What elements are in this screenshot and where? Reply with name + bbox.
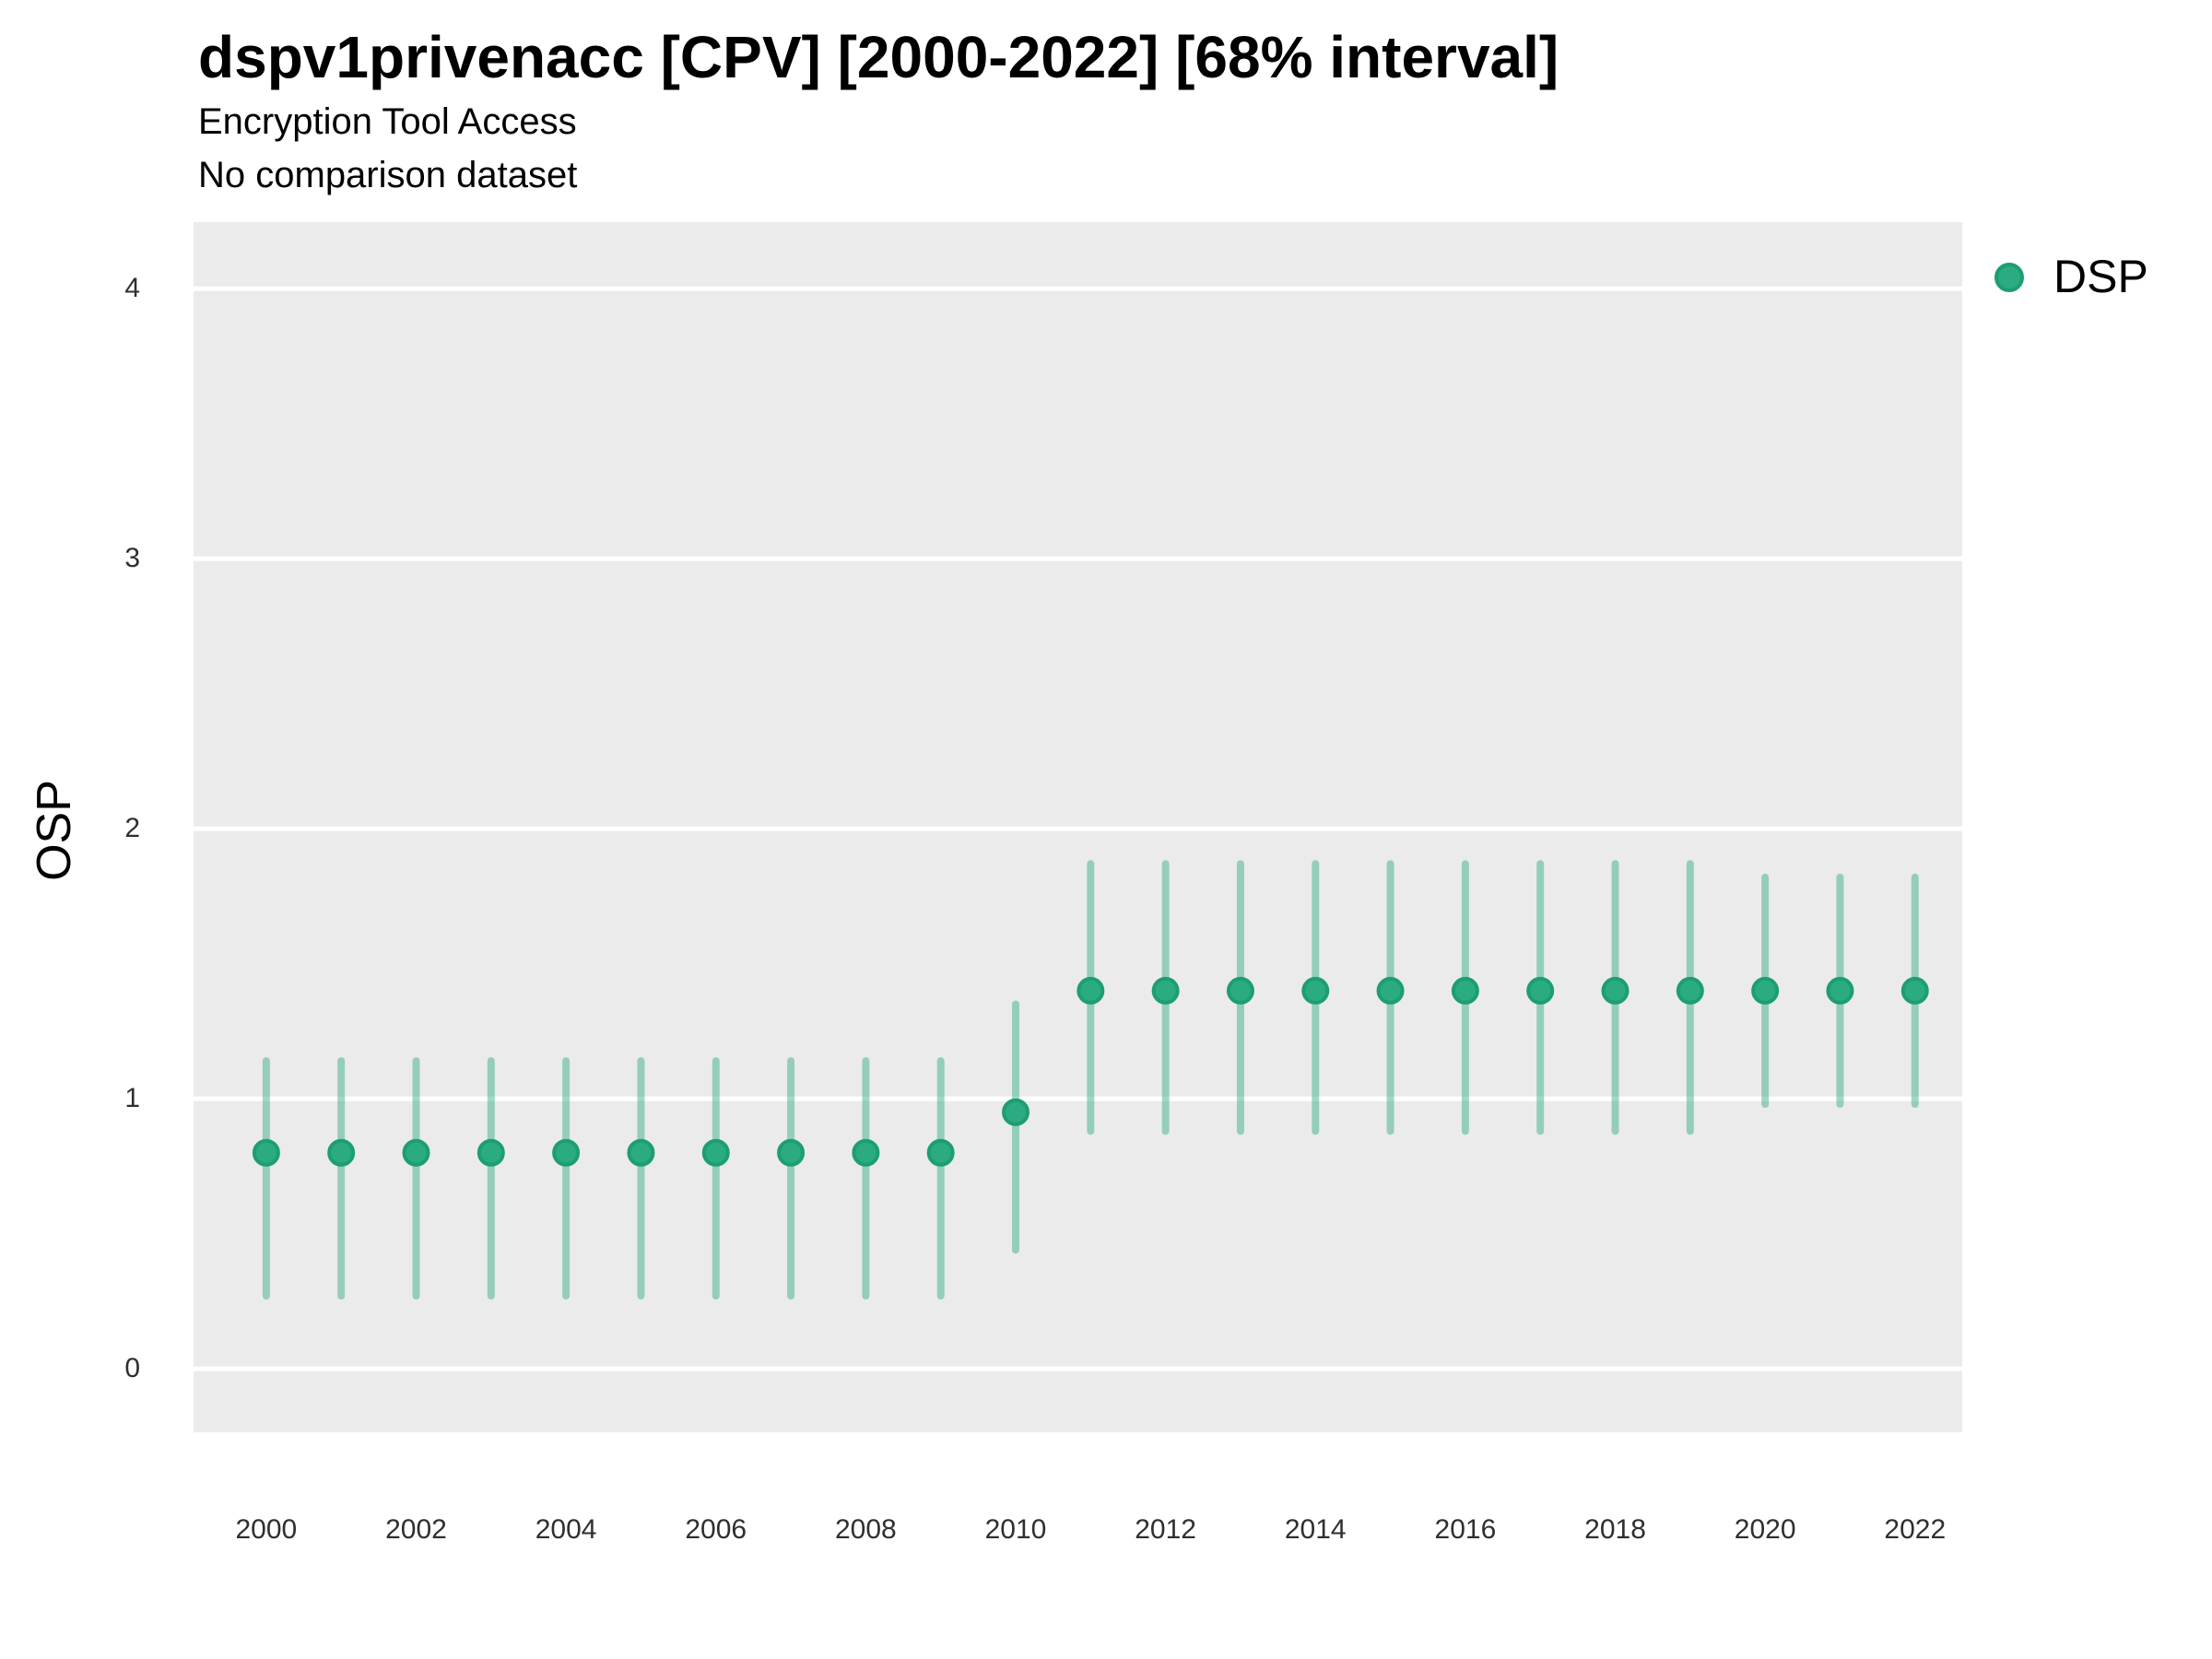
point-DSP-2016 [1451,976,1479,1005]
x-tick-label-2018: 2018 [1584,1514,1646,1545]
x-tick-label-2016: 2016 [1434,1514,1497,1545]
point-DSP-2021 [1826,976,1854,1005]
comparison-note: No comparison dataset [198,155,578,195]
x-tick-label-2008: 2008 [835,1514,897,1545]
point-DSP-2000 [252,1138,280,1167]
point-DSP-2014 [1301,976,1330,1005]
x-tick-label-2002: 2002 [385,1514,447,1545]
point-DSP-2007 [777,1138,806,1167]
x-tick-label-2012: 2012 [1135,1514,1196,1545]
point-DSP-2022 [1900,976,1929,1005]
x-tick-label-2020: 2020 [1734,1514,1796,1545]
point-DSP-2009 [926,1138,955,1167]
point-DSP-2010 [1002,1098,1030,1126]
y-tick-label-2: 2 [124,813,140,844]
point-DSP-2008 [852,1138,880,1167]
y-tick-label-4: 4 [124,273,140,304]
point-DSP-2015 [1376,976,1405,1005]
legend-label: DSP [2053,251,2148,302]
x-tick-label-2014: 2014 [1284,1514,1347,1545]
point-DSP-2020 [1751,976,1780,1005]
y-tick-label-3: 3 [124,543,140,574]
x-tick-label-2004: 2004 [535,1514,597,1545]
point-DSP-2002 [402,1138,430,1167]
point-DSP-2005 [627,1138,655,1167]
point-DSP-2006 [701,1138,730,1167]
point-DSP-2004 [552,1138,581,1167]
point-DSP-2013 [1226,976,1254,1005]
chart-subtitle: Encryption Tool Access [198,101,577,142]
y-tick-label-1: 1 [124,1083,140,1114]
point-DSP-2017 [1526,976,1555,1005]
point-DSP-2003 [477,1138,505,1167]
point-DSP-2011 [1077,976,1105,1005]
point-DSP-2019 [1676,976,1704,1005]
point-DSP-2012 [1151,976,1180,1005]
x-tick-label-2006: 2006 [685,1514,747,1545]
x-tick-label-2022: 2022 [1884,1514,1947,1545]
x-tick-label-2010: 2010 [984,1514,1047,1545]
legend-point-icon [1994,263,2024,292]
chart-title: dspv1privenacc [CPV] [2000-2022] [68% in… [198,24,1559,90]
x-tick-label-2000: 2000 [235,1514,298,1545]
point-DSP-2018 [1601,976,1630,1005]
y-tick-label-0: 0 [124,1353,140,1384]
point-DSP-2001 [327,1138,356,1167]
